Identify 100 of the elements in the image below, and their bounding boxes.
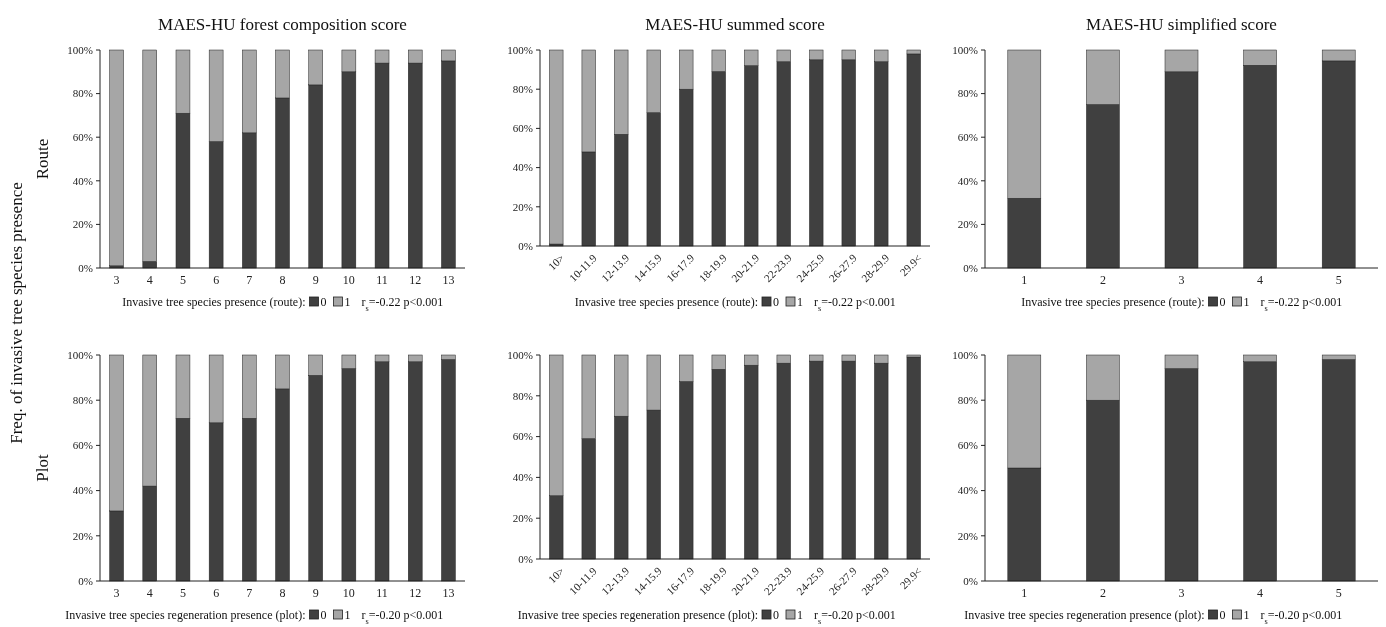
y-tick-label: 0% xyxy=(78,574,93,587)
y-tick-label: 40% xyxy=(957,484,978,497)
x-tick-label: 3 xyxy=(113,273,120,287)
x-tick-label: 12 xyxy=(409,586,422,600)
chart-title: MAES-HU simplified score xyxy=(1086,15,1277,34)
x-tick-label: 7 xyxy=(246,273,253,287)
x-axis-title: Invasive tree species regeneration presence (plot): xyxy=(517,608,758,622)
text: r$_{s}$=-0.22 p<0.001 xyxy=(814,295,896,313)
x-tick-label: 5 xyxy=(1335,586,1342,600)
y-tick-label: 80% xyxy=(512,389,533,402)
y-tick-label: 100% xyxy=(952,43,978,56)
y-tick-label: 100% xyxy=(67,348,93,361)
text: r$_{s}$=-0.22 p<0.001 xyxy=(361,295,444,313)
x-tick-label: 8 xyxy=(279,273,286,287)
x-tick-label: 2 xyxy=(1099,273,1106,287)
legend-label: 0 xyxy=(1219,295,1226,309)
y-tick-label: 100% xyxy=(952,348,978,361)
x-tick-label: 1 xyxy=(1021,273,1028,287)
y-tick-label: 20% xyxy=(512,200,533,213)
x-tick-label: 6 xyxy=(213,273,220,287)
legend-label: 0 xyxy=(320,295,327,309)
x-axis-title: Invasive tree species regeneration presence (plot): xyxy=(964,608,1205,622)
x-axis-title: Invasive tree species regeneration presence (plot): xyxy=(65,608,306,622)
y-tick-label: 40% xyxy=(512,471,533,484)
y-tick-label: 40% xyxy=(512,161,533,174)
text: r$_{s}$=-0.22 p<0.001 xyxy=(1260,295,1343,313)
y-tick-label: 80% xyxy=(72,394,93,407)
x-tick-label: 4 xyxy=(1257,586,1264,600)
y-tick-label: 20% xyxy=(957,529,978,542)
x-tick-label: 6 xyxy=(213,586,220,600)
y-tick-label: 100% xyxy=(507,348,533,361)
x-tick-label: 11 xyxy=(376,273,388,287)
x-tick-label: 11 xyxy=(376,586,388,600)
x-tick-label: 10> xyxy=(545,564,567,586)
x-tick-label: 10> xyxy=(545,251,567,273)
legend-label: 0 xyxy=(773,608,779,622)
y-tick-label: 20% xyxy=(957,218,978,231)
legend-label: 1 xyxy=(344,295,351,309)
x-axis-title: Invasive tree species presence (route): xyxy=(574,295,758,309)
x-tick-label: 13 xyxy=(442,273,455,287)
x-tick-label: 10 xyxy=(342,586,355,600)
y-tick-label: 80% xyxy=(72,87,93,100)
legend-label: 0 xyxy=(320,608,327,622)
chart-title: MAES-HU summed score xyxy=(645,15,825,34)
y-axis-title: Plot xyxy=(33,454,52,482)
x-tick-label: 3 xyxy=(113,586,120,600)
y-tick-label: 20% xyxy=(72,529,93,542)
y-tick-label: 0% xyxy=(963,574,978,587)
x-tick-label: 7 xyxy=(246,586,253,600)
x-tick-label: 13 xyxy=(442,586,455,600)
y-tick-label: 100% xyxy=(67,43,93,56)
y-tick-label: 20% xyxy=(512,512,533,525)
x-tick-label: 9 xyxy=(312,586,319,600)
legend-label: 1 xyxy=(797,608,803,622)
legend-label: 1 xyxy=(1243,295,1250,309)
y-tick-label: 20% xyxy=(72,218,93,231)
legend-label: 1 xyxy=(1243,608,1250,622)
x-tick-label: 5 xyxy=(179,586,186,600)
x-tick-label: 4 xyxy=(146,586,153,600)
chart-title: MAES-HU forest composition score xyxy=(158,15,407,34)
x-tick-label: 3 xyxy=(1178,273,1185,287)
y-tick-label: 80% xyxy=(957,394,978,407)
y-tick-label: 60% xyxy=(512,430,533,443)
text: Freq. of invasive tree species presence xyxy=(7,182,26,444)
y-tick-label: 60% xyxy=(72,131,93,144)
x-tick-label: 1 xyxy=(1021,586,1028,600)
legend-label: 1 xyxy=(344,608,351,622)
text: r$_{s}$=-0.20 p<0.001 xyxy=(361,608,444,626)
y-tick-label: 60% xyxy=(957,439,978,452)
y-tick-label: 60% xyxy=(72,439,93,452)
y-tick-label: 60% xyxy=(512,122,533,135)
x-axis-title: Invasive tree species presence (route): xyxy=(122,295,306,309)
x-tick-label: 3 xyxy=(1178,586,1185,600)
x-tick-label: 5 xyxy=(1335,273,1342,287)
x-tick-label: 8 xyxy=(279,586,286,600)
legend-label: 0 xyxy=(773,295,779,309)
x-tick-label: 10 xyxy=(342,273,355,287)
y-tick-label: 40% xyxy=(72,174,93,187)
y-tick-label: 40% xyxy=(72,484,93,497)
y-tick-label: 0% xyxy=(518,239,533,252)
y-tick-label: 80% xyxy=(512,83,533,96)
y-tick-label: 100% xyxy=(507,43,533,56)
y-tick-label: 40% xyxy=(957,174,978,187)
legend-label: 0 xyxy=(1219,608,1226,622)
x-tick-label: 4 xyxy=(1257,273,1264,287)
x-tick-label: 5 xyxy=(179,273,186,287)
x-tick-label: 9 xyxy=(312,273,319,287)
text: r$_{s}$=-0.20 p<0.001 xyxy=(814,608,896,626)
y-tick-label: 0% xyxy=(518,552,533,565)
legend-label: 1 xyxy=(797,295,803,309)
x-tick-label: 4 xyxy=(146,273,153,287)
y-tick-label: 80% xyxy=(957,87,978,100)
x-tick-label: 2 xyxy=(1099,586,1106,600)
text: r$_{s}$=-0.20 p<0.001 xyxy=(1260,608,1343,626)
y-tick-label: 0% xyxy=(78,261,93,274)
x-tick-label: 12 xyxy=(409,273,422,287)
y-tick-label: 60% xyxy=(957,131,978,144)
y-axis-title: Route xyxy=(33,138,52,180)
x-axis-title: Invasive tree species presence (route): xyxy=(1021,295,1205,309)
y-tick-label: 0% xyxy=(963,261,978,274)
